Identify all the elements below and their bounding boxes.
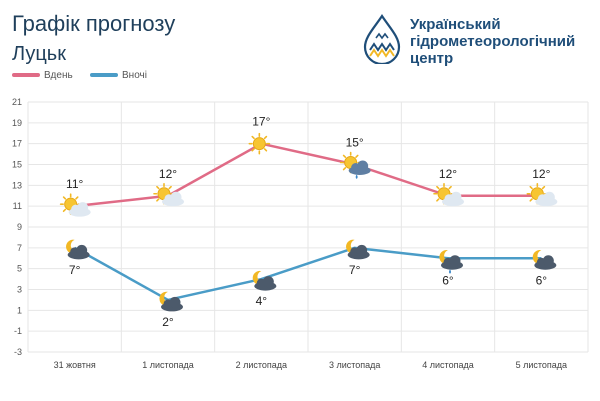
moon-cloud-icon	[532, 250, 557, 270]
legend-swatch-day	[12, 73, 40, 78]
ukrhydromet-logo-icon	[363, 14, 401, 64]
sun-icon	[248, 132, 271, 155]
moon-crescent	[532, 250, 546, 265]
y-tick-label: 13	[12, 180, 22, 190]
sun-ray	[156, 185, 160, 190]
y-tick-label: 3	[17, 285, 22, 295]
sun-ray	[168, 185, 172, 190]
legend-item-night[interactable]: Вночі	[90, 70, 147, 81]
y-tick-label: 15	[12, 160, 22, 170]
x-tick-label: 1 листопада	[142, 360, 193, 370]
sun-ray	[75, 196, 79, 200]
data-label-day: 15°	[346, 136, 364, 150]
cloud-puff	[169, 296, 181, 308]
x-tick-label: 4 листопада	[422, 360, 473, 370]
organization-name: Український гідрометеорологічний центр	[410, 16, 598, 67]
moon-cloud-rain-icon	[439, 250, 463, 274]
org-name-line-1: Український	[410, 16, 501, 33]
data-label-night: 2°	[162, 315, 174, 329]
moon-cloud-icon	[346, 239, 370, 260]
sun-cloud-icon	[59, 193, 91, 217]
data-label-night: 6°	[442, 273, 454, 287]
sun-ray	[263, 148, 268, 152]
moon-crescent	[252, 270, 266, 285]
data-label-day: 12°	[532, 167, 550, 181]
moon-cloud-icon	[159, 291, 183, 312]
org-name-line-2: гідрометеорологічний	[410, 33, 576, 50]
cloud-puff	[449, 255, 461, 267]
moon-cloud-icon	[252, 270, 277, 291]
sun-ray	[529, 198, 533, 202]
sun-ray	[529, 185, 533, 190]
series-line-night	[74, 246, 542, 302]
sun-ray	[342, 154, 347, 158]
cloud-puff	[170, 191, 182, 203]
x-tick-label: 31 жовтня	[54, 360, 96, 370]
y-tick-label: 21	[12, 97, 22, 107]
y-tick-label: 7	[17, 243, 22, 253]
org-name-line-3: центр	[410, 50, 454, 67]
sun-ray	[251, 148, 255, 152]
y-tick-label: 5	[17, 264, 22, 274]
moon-cloud-icon	[66, 239, 90, 260]
moon-crescent	[346, 239, 359, 254]
moon-crescent	[159, 291, 172, 306]
cloud-puff	[262, 276, 274, 288]
legend-label-night: Вночі	[122, 70, 147, 81]
moon-crescent	[439, 250, 452, 265]
cloud-puff	[542, 255, 554, 267]
legend-swatch-night	[90, 73, 118, 78]
legend-item-day[interactable]: Вдень	[12, 70, 73, 81]
cloud-puff	[543, 191, 555, 203]
data-label-day: 17°	[252, 115, 270, 129]
rain-drop	[355, 174, 358, 179]
y-tick-label: -3	[14, 347, 22, 357]
x-tick-label: 5 листопада	[516, 360, 567, 370]
data-label-day: 12°	[439, 167, 457, 181]
y-tick-label: 19	[12, 118, 22, 128]
sun-ray	[156, 198, 160, 202]
sun-ray	[62, 208, 67, 213]
data-label-day: 11°	[66, 177, 83, 191]
cloud-puff	[76, 244, 88, 256]
sun-ray	[62, 196, 67, 200]
data-label-night: 4°	[256, 294, 268, 308]
sun-cloud-icon	[433, 182, 464, 207]
y-tick-label: 11	[13, 201, 22, 211]
cloud-puff	[356, 244, 368, 256]
sun-cloud-rain-icon	[339, 151, 371, 179]
page-title: Графік прогнозу	[12, 11, 176, 36]
data-label-night: 7°	[349, 263, 361, 277]
moon-crescent	[66, 239, 79, 254]
sun-disc	[252, 137, 266, 151]
sun-cloud-icon	[526, 182, 558, 207]
legend-label-day: Вдень	[44, 70, 73, 81]
x-tick-label: 2 листопада	[236, 360, 287, 370]
y-tick-label: 1	[17, 305, 22, 315]
sun-ray	[263, 135, 268, 140]
cloud-puff	[450, 191, 462, 203]
sun-ray	[436, 198, 440, 202]
rain-drop	[449, 269, 451, 274]
sun-cloud-icon	[153, 182, 184, 207]
organization-block: Український гідрометеорологічний центр	[362, 14, 598, 70]
sun-ray	[355, 154, 359, 158]
data-label-night: 7°	[69, 263, 81, 277]
y-tick-label: 9	[17, 222, 22, 232]
data-label-day: 12°	[159, 167, 177, 181]
series-line-day	[74, 142, 542, 208]
x-tick-label: 3 листопада	[329, 360, 380, 370]
y-tick-label: 17	[12, 139, 22, 149]
cloud-puff	[357, 160, 369, 172]
sun-ray	[251, 135, 255, 140]
sun-ray	[342, 167, 347, 171]
city-name: Луцьк	[12, 43, 66, 65]
y-tick-label: -1	[14, 326, 22, 336]
sun-ray	[436, 185, 440, 190]
sun-ray	[541, 185, 546, 190]
data-label-night: 6°	[536, 273, 548, 287]
cloud-puff	[77, 202, 89, 214]
sun-ray	[448, 185, 452, 190]
